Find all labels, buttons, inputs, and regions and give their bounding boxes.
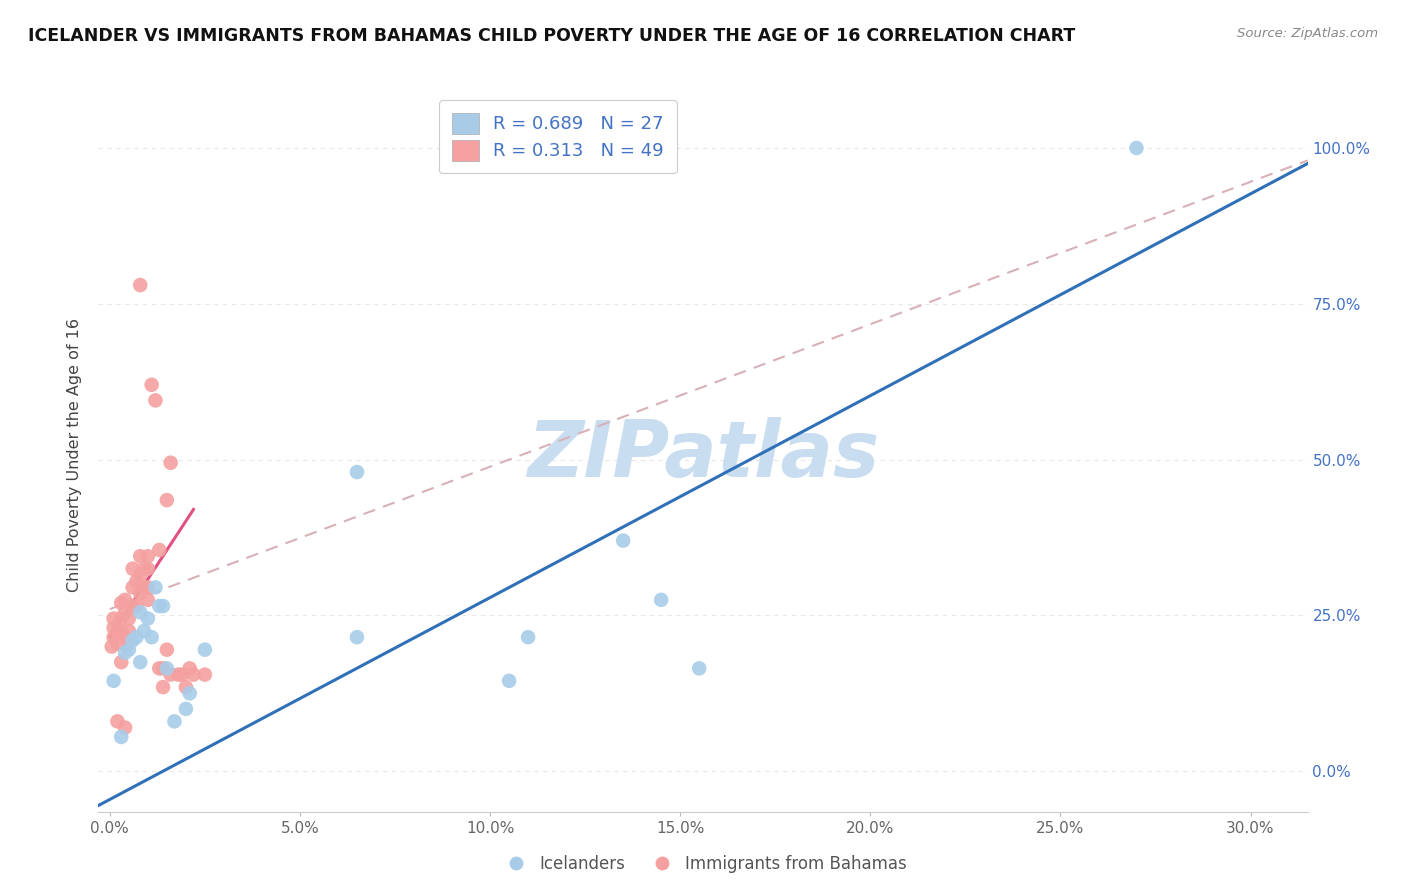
Point [179, 686, 201, 700]
Point [125, 599, 148, 613]
Legend: Icelanders, Immigrants from Bahamas: Icelanders, Immigrants from Bahamas [492, 848, 914, 880]
Point [179, 661, 201, 675]
Point [121, 580, 143, 594]
Point [114, 646, 136, 660]
Point [145, 580, 167, 594]
Point [152, 599, 174, 613]
Point [159, 667, 181, 681]
Point [152, 661, 174, 675]
Point [688, 661, 710, 675]
Point [136, 611, 159, 625]
Point [110, 655, 132, 669]
Point [174, 702, 197, 716]
Point [183, 667, 205, 681]
Point [103, 630, 125, 644]
Point [129, 278, 152, 293]
Point [136, 549, 159, 564]
Point [163, 714, 186, 729]
Point [125, 630, 148, 644]
Point [110, 730, 132, 744]
Point [148, 543, 170, 558]
Point [100, 640, 122, 654]
Point [110, 611, 132, 625]
Point [103, 621, 125, 635]
Point [156, 661, 179, 675]
Text: ZIPatlas: ZIPatlas [527, 417, 879, 493]
Point [170, 667, 193, 681]
Point [129, 586, 152, 600]
Point [114, 605, 136, 619]
Point [346, 465, 368, 479]
Point [194, 642, 217, 657]
Legend: R = 0.689   N = 27, R = 0.313   N = 49: R = 0.689 N = 27, R = 0.313 N = 49 [439, 100, 676, 173]
Point [125, 574, 148, 588]
Point [107, 714, 129, 729]
Point [148, 661, 170, 675]
Point [103, 611, 125, 625]
Point [129, 605, 152, 619]
Point [156, 493, 179, 508]
Point [132, 580, 155, 594]
Point [174, 680, 197, 694]
Point [121, 633, 143, 648]
Point [1125, 141, 1147, 155]
Point [136, 562, 159, 576]
Point [498, 673, 520, 688]
Y-axis label: Child Poverty Under the Age of 16: Child Poverty Under the Age of 16 [67, 318, 83, 592]
Point [167, 667, 190, 681]
Point [141, 630, 163, 644]
Point [129, 655, 152, 669]
Point [152, 680, 174, 694]
Point [132, 624, 155, 638]
Point [110, 596, 132, 610]
Point [650, 592, 672, 607]
Point [156, 642, 179, 657]
Point [107, 636, 129, 650]
Point [136, 580, 159, 594]
Point [517, 630, 540, 644]
Point [148, 599, 170, 613]
Point [118, 624, 141, 638]
Point [612, 533, 634, 548]
Point [194, 667, 217, 681]
Point [121, 562, 143, 576]
Text: Source: ZipAtlas.com: Source: ZipAtlas.com [1237, 27, 1378, 40]
Point [103, 673, 125, 688]
Point [118, 611, 141, 625]
Point [114, 630, 136, 644]
Point [114, 592, 136, 607]
Point [159, 456, 181, 470]
Point [346, 630, 368, 644]
Point [110, 624, 132, 638]
Point [132, 562, 155, 576]
Point [118, 642, 141, 657]
Point [141, 377, 163, 392]
Point [145, 393, 167, 408]
Text: ICELANDER VS IMMIGRANTS FROM BAHAMAS CHILD POVERTY UNDER THE AGE OF 16 CORRELATI: ICELANDER VS IMMIGRANTS FROM BAHAMAS CHI… [28, 27, 1076, 45]
Point [129, 567, 152, 582]
Point [121, 599, 143, 613]
Point [107, 624, 129, 638]
Point [118, 636, 141, 650]
Point [129, 549, 152, 564]
Point [114, 721, 136, 735]
Point [136, 592, 159, 607]
